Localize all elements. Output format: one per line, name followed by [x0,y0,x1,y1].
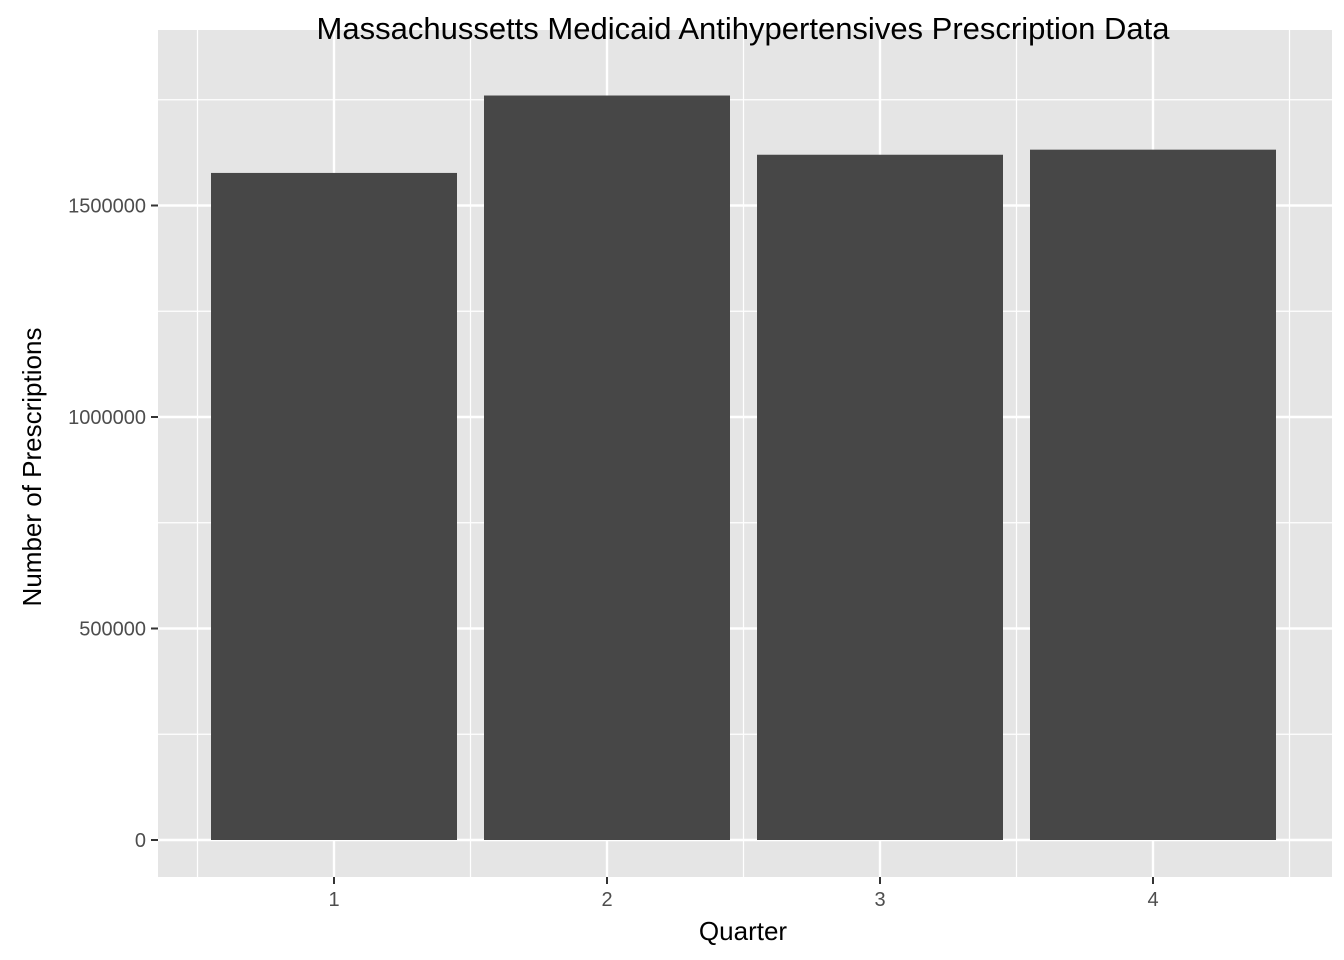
x-axis: 1 2 3 4 [328,877,1159,911]
chart-title: Massachussetts Medicaid Antihypertensive… [317,11,1171,46]
x-tick-label: 3 [874,889,885,911]
x-axis-title: Quarter [699,916,787,946]
bar-quarter-3 [757,154,1003,841]
x-tick-label: 4 [1147,889,1158,911]
y-tick-label: 500000 [79,619,146,641]
y-tick-label: 0 [135,830,146,852]
y-tick-label: 1500000 [68,196,146,218]
bar-quarter-4 [1030,149,1276,840]
y-axis-title: Number of Prescriptions [17,328,47,607]
y-tick-label: 1000000 [68,407,146,429]
x-tick-label: 2 [601,889,612,911]
bars [211,95,1276,841]
x-tick-label: 1 [328,889,339,911]
bar-quarter-1 [211,172,457,840]
y-axis: 0 500000 1000000 1500000 [68,196,158,852]
bar-quarter-2 [484,95,730,840]
